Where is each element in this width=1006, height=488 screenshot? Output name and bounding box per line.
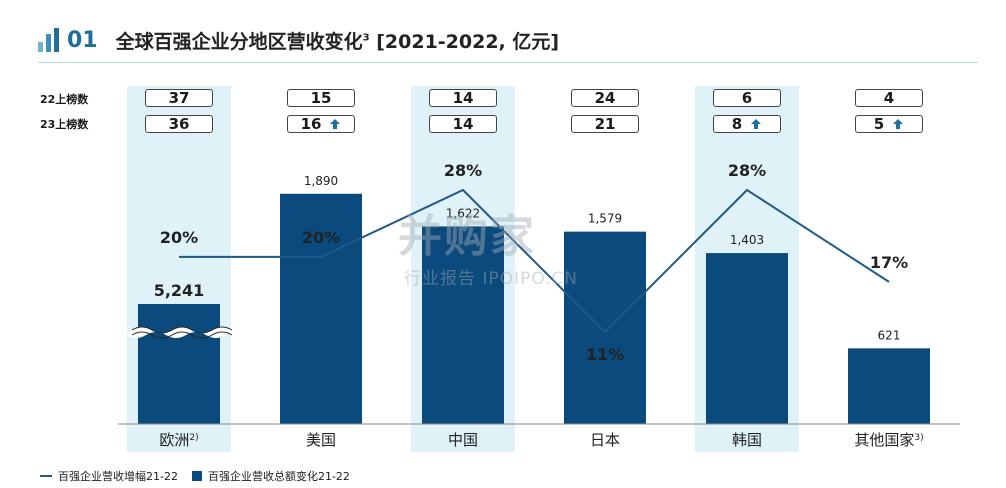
- bar-value-label: 1,622: [446, 206, 480, 220]
- x-tick-label: 其他国家3): [854, 431, 923, 449]
- rank-value: 24: [594, 89, 616, 107]
- bar: [848, 348, 930, 424]
- rank-box: 8: [713, 115, 781, 133]
- x-tick-footnote: 2): [189, 433, 198, 443]
- bar-value-label: 621: [878, 328, 901, 342]
- rank-box: 14: [429, 115, 497, 133]
- legend: 百强企业营收增幅21-22 百强企业营收总额变化21-22: [40, 468, 350, 484]
- line-value-label: 28%: [728, 161, 766, 180]
- rank-value: 6: [741, 89, 753, 107]
- rank-row-2023-label: 23上榜数: [40, 118, 89, 131]
- line-value-label: 28%: [444, 161, 482, 180]
- rank-box: 5: [855, 115, 923, 133]
- x-tick-label: 日本: [590, 431, 620, 449]
- bar-value-label: 1,890: [304, 174, 338, 188]
- legend-bar-swatch: [191, 471, 202, 481]
- up-arrow-icon: [751, 119, 762, 129]
- rank-box: 24: [571, 89, 639, 107]
- rank-box: 14: [429, 89, 497, 107]
- bar: [138, 304, 220, 424]
- rank-box: 6: [713, 89, 781, 107]
- page-title-main: 全球百强企业分地区营收变化: [115, 30, 363, 53]
- x-tick-label: 美国: [306, 431, 336, 449]
- growth-line: [179, 188, 890, 334]
- up-arrow-icon: [330, 119, 341, 129]
- bar-value-label: 5,241: [154, 281, 205, 300]
- legend-line-swatch: [40, 475, 52, 477]
- rank-box: 16: [287, 115, 355, 133]
- line-value-label: 17%: [870, 253, 908, 272]
- rank-value: 8: [731, 115, 743, 133]
- rank-box: 36: [145, 115, 213, 133]
- rank-box: 15: [287, 89, 355, 107]
- rank-value: 37: [168, 89, 190, 107]
- rank-box: 21: [571, 115, 639, 133]
- title-divider: [38, 62, 978, 63]
- x-tick-label: 韩国: [732, 431, 762, 449]
- legend-bar-label: 百强企业营收总额变化21-22: [207, 470, 350, 483]
- rank-box: 4: [855, 89, 923, 107]
- axis-break-line: [131, 326, 233, 334]
- rank-row-2022-label: 22上榜数: [40, 93, 89, 106]
- x-tick-footnote: 3): [914, 433, 923, 443]
- page-title: 全球百强企业分地区营收变化3 [2021-2022, 亿元]: [116, 27, 559, 54]
- bar: [564, 231, 646, 424]
- bar-value-label: 1,403: [730, 233, 764, 247]
- x-tick-label: 中国: [448, 431, 478, 449]
- rank-value: 14: [452, 89, 474, 107]
- page-title-suffix: [2021-2022, 亿元]: [369, 30, 560, 53]
- axis-break-line: [131, 331, 233, 339]
- bar: [706, 253, 788, 424]
- rank-value: 5: [873, 115, 885, 133]
- x-tick-label: 欧洲2): [159, 431, 198, 449]
- title-bar: 01 全球百强企业分地区营收变化3 [2021-2022, 亿元]: [38, 22, 559, 58]
- rank-value: 36: [168, 115, 190, 133]
- rank-value: 21: [594, 115, 616, 133]
- line-value-label: 20%: [302, 228, 340, 247]
- page-title-footnote: 3: [362, 32, 370, 44]
- rank-value: 14: [452, 115, 474, 133]
- legend-line-label: 百强企业营收增幅21-22: [58, 470, 178, 483]
- up-arrow-icon: [893, 119, 904, 129]
- rank-value: 16: [300, 115, 322, 133]
- bar-value-label: 1,579: [588, 212, 622, 226]
- line-value-label: 11%: [586, 345, 624, 364]
- line-value-label: 20%: [160, 228, 198, 247]
- rank-box: 37: [145, 89, 213, 107]
- bar: [280, 193, 362, 424]
- rank-value: 15: [310, 89, 332, 107]
- rank-value: 4: [883, 89, 895, 107]
- bar: [422, 226, 504, 424]
- section-number: 01: [67, 27, 98, 53]
- title-mark-icon: [38, 28, 59, 52]
